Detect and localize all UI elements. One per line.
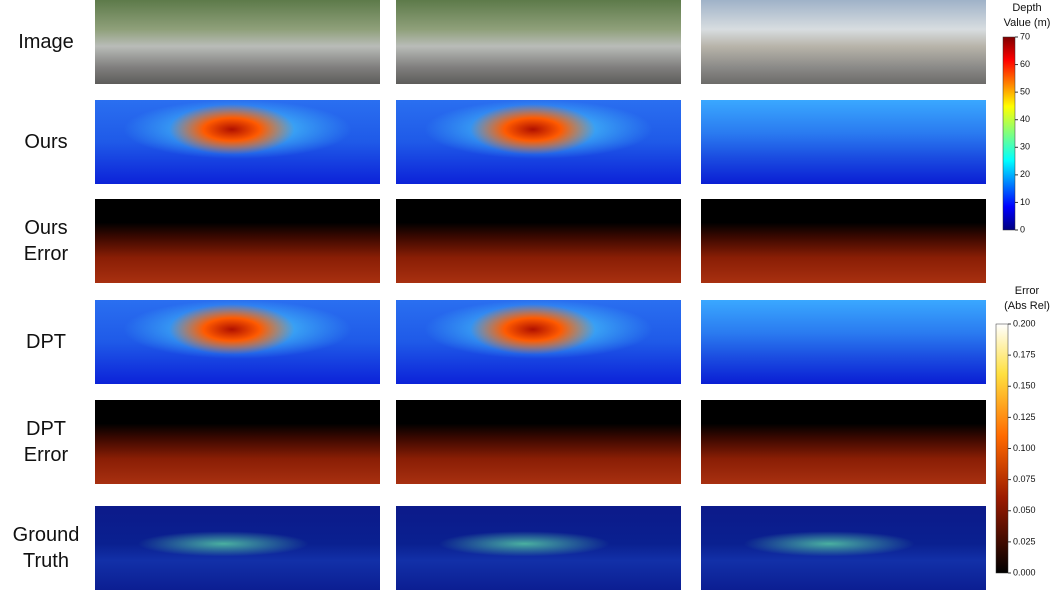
image-panel [95, 199, 380, 283]
image-panel [396, 300, 681, 384]
row-label: DPT [0, 329, 92, 355]
colorbar-title: Error [1015, 285, 1040, 297]
tick-label: 60 [1020, 59, 1030, 69]
row-label-line: DPT [26, 331, 66, 353]
image-panel [95, 400, 380, 484]
tick-label: 0.100 [1013, 443, 1036, 453]
tick-label: 0.050 [1013, 505, 1036, 515]
row-label-line: Image [18, 31, 74, 53]
image-panel [701, 0, 986, 84]
tick-label: 20 [1020, 169, 1030, 179]
image-panel [701, 400, 986, 484]
image-panel [95, 506, 380, 590]
tick-label: 0.150 [1013, 381, 1036, 391]
tick-label: 0 [1020, 224, 1025, 234]
tick-label: 30 [1020, 142, 1030, 152]
tick-label: 50 [1020, 87, 1030, 97]
row-label: Ours Error [0, 215, 92, 267]
colorbar-title: (Abs Rel) [1004, 300, 1050, 312]
tick-label: 40 [1020, 114, 1030, 124]
row-label-line: Ours [24, 131, 68, 153]
image-panel [396, 0, 681, 84]
image-panel [396, 100, 681, 184]
colorbar [1002, 36, 1016, 231]
row-label: DPT Error [0, 416, 92, 468]
row-label-line: Error [23, 444, 69, 466]
row-label-line: Error [23, 243, 69, 265]
colorbar-title: Value (m) [1004, 17, 1050, 29]
row-label-line: Ours [24, 217, 68, 239]
row-label-line: Truth [23, 550, 69, 572]
tick-label: 0.075 [1013, 474, 1036, 484]
row-label: Ours [0, 129, 92, 155]
image-panel [701, 300, 986, 384]
image-panel [396, 199, 681, 283]
row-label-line: Ground [12, 524, 80, 546]
tick-label: 70 [1020, 31, 1030, 41]
image-panel [701, 199, 986, 283]
tick-label: 0.200 [1013, 318, 1036, 328]
image-panel [95, 300, 380, 384]
tick-label: 0.025 [1013, 536, 1036, 546]
tick-label: 0.125 [1013, 412, 1036, 422]
tick-label: 0.175 [1013, 350, 1036, 360]
image-panel [701, 100, 986, 184]
image-panel [701, 506, 986, 590]
colorbar-title: Depth [1012, 2, 1041, 14]
image-panel [396, 400, 681, 484]
tick-label: 10 [1020, 197, 1030, 207]
row-label: Image [0, 29, 92, 55]
tick-label: 0.000 [1013, 567, 1036, 577]
image-panel [95, 100, 380, 184]
row-label: Ground Truth [0, 522, 92, 574]
colorbar [995, 323, 1009, 574]
row-label-line: DPT [26, 418, 66, 440]
image-panel [95, 0, 380, 84]
image-panel [396, 506, 681, 590]
